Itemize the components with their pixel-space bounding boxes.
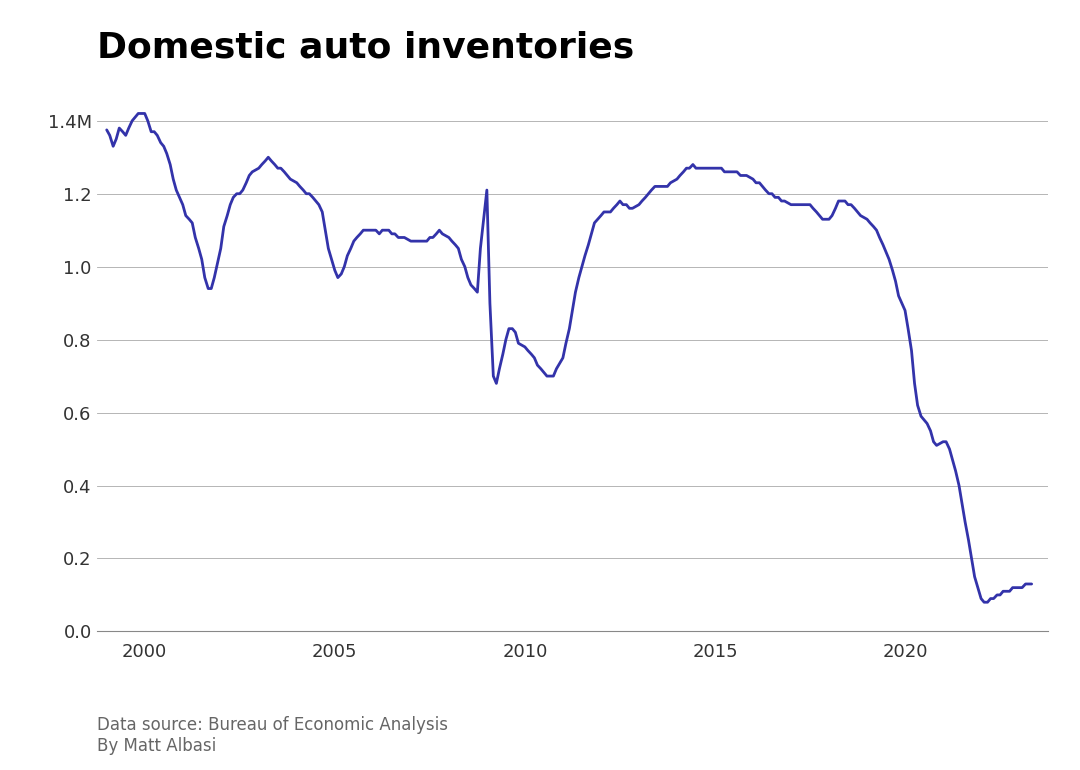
Text: Domestic auto inventories: Domestic auto inventories — [97, 31, 634, 65]
Text: Data source: Bureau of Economic Analysis
By Matt Albasi: Data source: Bureau of Economic Analysis… — [97, 716, 448, 755]
